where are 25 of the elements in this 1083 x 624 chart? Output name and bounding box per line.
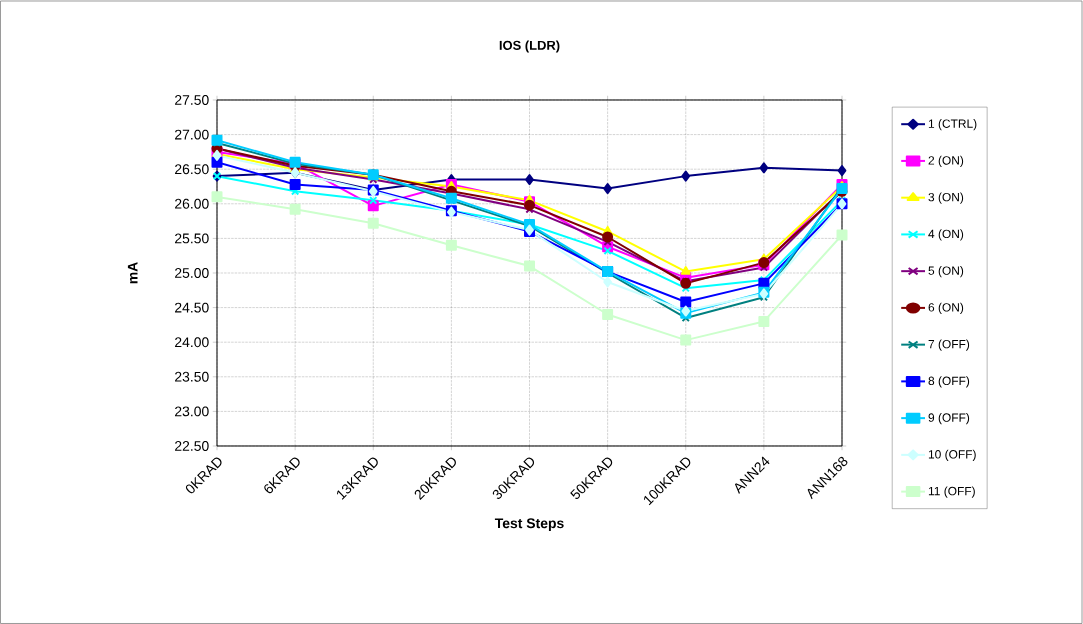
y-tick-label: 24.00	[175, 337, 209, 348]
legend-label: 8 (OFF)	[928, 376, 970, 388]
y-tick-label: 27.50	[175, 95, 209, 105]
legend-label: 10 (OFF)	[928, 449, 976, 461]
legend-label: 7 (OFF)	[928, 339, 970, 351]
y-tick-label: 26.00	[175, 198, 209, 209]
chart-title: IOS (LDR)	[499, 40, 560, 53]
legend-label: 9 (OFF)	[928, 413, 970, 425]
legend-label: 5 (ON)	[928, 266, 964, 278]
y-tick-label: 24.50	[175, 302, 209, 313]
y-tick-label: 25.50	[175, 233, 209, 244]
y-axis-title: mA	[127, 262, 138, 284]
y-tick-label: 27.00	[175, 129, 209, 140]
y-tick-label: 22.50	[175, 441, 209, 451]
y-tick-label: 25.00	[175, 268, 209, 278]
y-tick-label: 26.50	[175, 164, 209, 175]
legend-label: 6 (ON)	[928, 302, 964, 314]
y-tick-label: 23.50	[175, 371, 209, 382]
x-axis-title: Test Steps	[494, 518, 564, 531]
legend-label: 3 (ON)	[928, 192, 964, 204]
y-tick-label: 23.00	[175, 406, 209, 417]
legend-label: 4 (ON)	[928, 229, 964, 241]
legend-label: 1 (CTRL)	[928, 119, 977, 131]
legend-label: 11 (OFF)	[928, 486, 975, 498]
legend-label: 2 (ON)	[928, 155, 964, 167]
